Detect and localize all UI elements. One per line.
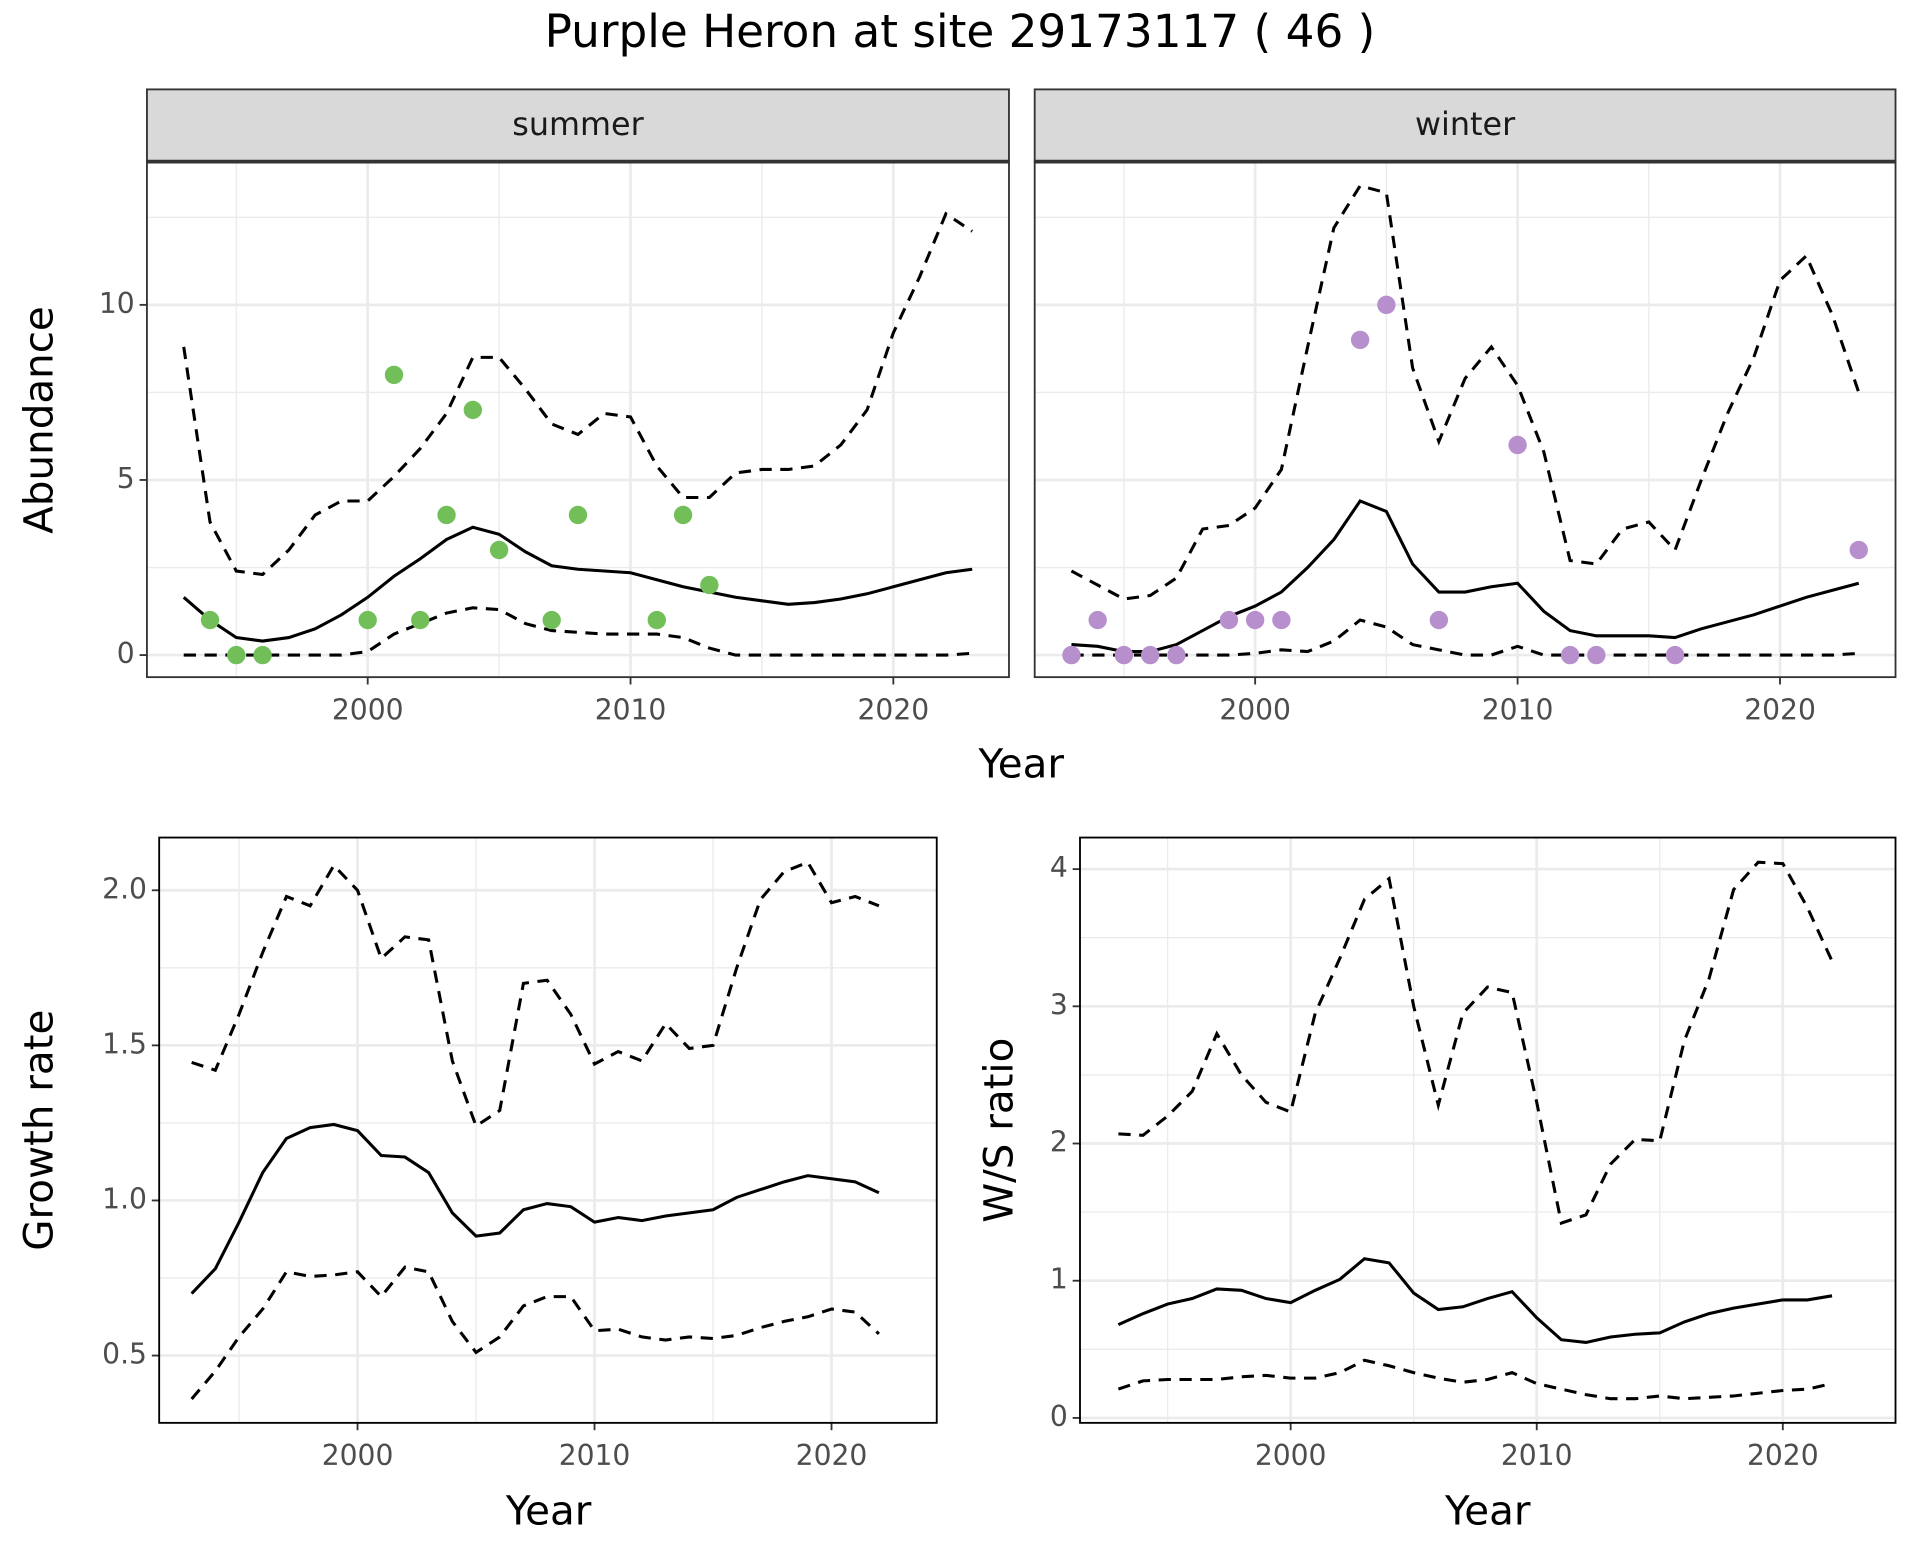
x-tick-label: 2020 — [796, 1439, 868, 1472]
x-tick-label: 2000 — [322, 1439, 394, 1472]
data-point — [700, 575, 719, 595]
interval-line — [190, 1265, 880, 1400]
x-axis-title: Year — [1444, 1486, 1531, 1534]
chart-title: Purple Heron at site 29173117 ( 46 ) — [545, 5, 1376, 58]
y-tick-label: 0.5 — [102, 1338, 147, 1371]
data-point — [489, 540, 509, 560]
data-point — [1587, 645, 1606, 665]
data-point — [411, 610, 430, 630]
data-point — [1849, 540, 1868, 560]
x-tick-label: 2010 — [559, 1439, 631, 1472]
interval-line — [1070, 184, 1861, 601]
y-tick-label: 0 — [117, 637, 135, 670]
data-point — [1377, 295, 1396, 315]
data-point — [568, 505, 588, 525]
y-tick-label: 10 — [99, 287, 135, 320]
trend-line — [190, 1122, 880, 1295]
y-tick-label: 3 — [1050, 988, 1068, 1021]
strip-label: winter — [1415, 105, 1516, 143]
data-point — [1560, 645, 1580, 665]
data-point — [253, 645, 272, 665]
data-point — [1219, 610, 1239, 630]
interval-line — [1117, 1358, 1833, 1401]
data-point — [1350, 330, 1370, 350]
panel-border — [1033, 160, 1897, 679]
y-tick-label: 1 — [1050, 1263, 1068, 1296]
panel-border — [146, 160, 1010, 679]
x-tick-label: 2000 — [1219, 693, 1291, 726]
interval-line — [1118, 860, 1834, 1226]
trend-line — [1071, 499, 1860, 654]
data-point — [542, 610, 561, 630]
trend-line — [182, 525, 973, 643]
x-tick-label: 2020 — [858, 693, 930, 726]
data-point — [1272, 610, 1291, 630]
data-point — [200, 610, 220, 630]
data-point — [673, 505, 693, 525]
interval-line — [182, 211, 974, 577]
x-tick-label: 2000 — [332, 693, 404, 726]
data-point — [1508, 435, 1527, 455]
data-point — [1665, 645, 1685, 665]
data-point — [1245, 610, 1265, 630]
y-tick-label: 4 — [1050, 851, 1068, 884]
y-tick-label: 2.0 — [102, 872, 147, 905]
y-axis-title: Abundance — [15, 306, 63, 534]
y-tick-label: 2 — [1050, 1126, 1068, 1159]
strip — [1033, 88, 1897, 163]
data-point — [227, 645, 246, 665]
x-tick-label: 2000 — [1255, 1439, 1327, 1472]
data-point — [1429, 610, 1449, 630]
y-axis-title: Growth rate — [15, 1010, 63, 1251]
data-point — [1062, 645, 1081, 665]
data-point — [1167, 645, 1186, 665]
interval-line — [1071, 618, 1859, 657]
data-point — [437, 505, 456, 525]
y-axis-title: W/S ratio — [975, 1038, 1023, 1223]
data-point — [1140, 645, 1160, 665]
x-axis-title: Year — [505, 1486, 592, 1534]
interval-line — [183, 606, 973, 657]
panel-border — [1079, 836, 1897, 1424]
data-point — [647, 610, 666, 630]
data-point — [384, 365, 404, 385]
y-tick-label: 1.5 — [102, 1027, 147, 1060]
y-tick-label: 1.0 — [102, 1182, 147, 1215]
strip — [146, 88, 1010, 163]
data-point — [358, 610, 377, 630]
y-tick-label: 0 — [1050, 1400, 1068, 1433]
x-tick-label: 2010 — [1482, 693, 1554, 726]
interval-line — [191, 860, 880, 1129]
y-tick-label: 5 — [117, 462, 135, 495]
trend-line — [1117, 1257, 1833, 1345]
panel-border — [158, 836, 938, 1424]
data-point — [1114, 645, 1134, 665]
x-tick-label: 2010 — [595, 693, 667, 726]
x-tick-label: 2020 — [1747, 1439, 1819, 1472]
x-axis-title: Year — [977, 740, 1064, 788]
data-point — [463, 400, 483, 420]
x-tick-label: 2020 — [1744, 693, 1816, 726]
strip-label: summer — [512, 105, 644, 143]
x-tick-label: 2010 — [1501, 1439, 1573, 1472]
data-point — [1088, 610, 1107, 630]
